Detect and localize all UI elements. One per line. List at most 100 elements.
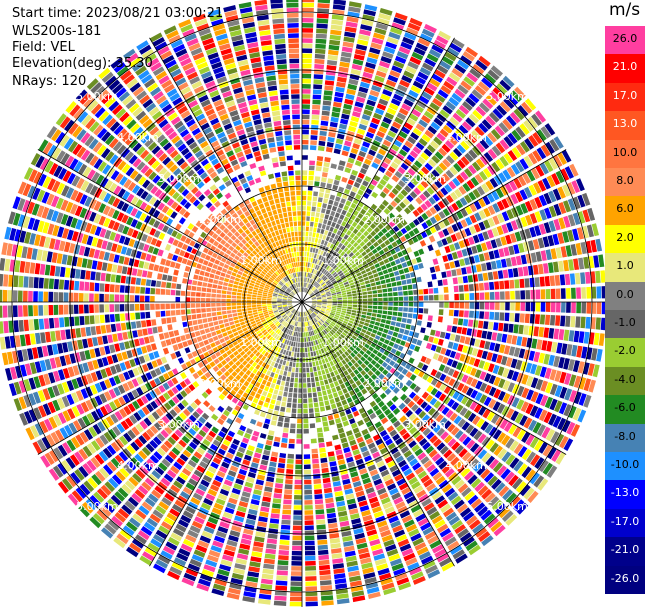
velocity-gate <box>436 240 444 248</box>
velocity-gate <box>408 528 420 537</box>
velocity-gate <box>531 113 542 126</box>
velocity-gate <box>316 284 321 289</box>
velocity-gate <box>370 255 376 261</box>
velocity-gate <box>468 113 480 124</box>
velocity-gate <box>107 498 119 510</box>
velocity-gate <box>283 327 287 333</box>
velocity-gate <box>144 477 155 488</box>
velocity-gate <box>313 351 317 356</box>
velocity-gate <box>341 176 348 183</box>
velocity-gate <box>346 560 358 567</box>
velocity-gate <box>321 283 326 287</box>
velocity-gate <box>273 339 278 345</box>
velocity-gate <box>495 503 507 515</box>
velocity-gate <box>296 316 299 322</box>
velocity-gate <box>212 540 224 548</box>
velocity-gate <box>293 500 302 505</box>
velocity-gate <box>338 186 345 193</box>
velocity-gate <box>352 480 362 488</box>
velocity-gate <box>306 272 308 278</box>
velocity-gate <box>227 374 234 381</box>
velocity-gate <box>288 340 292 346</box>
velocity-gate <box>434 548 447 558</box>
velocity-gate <box>170 532 182 542</box>
velocity-gate <box>390 447 399 455</box>
velocity-gate <box>357 547 369 555</box>
velocity-gate <box>288 392 293 398</box>
velocity-gate <box>362 244 368 251</box>
velocity-gate <box>477 485 489 496</box>
velocity-gate <box>314 311 318 315</box>
velocity-gate <box>149 513 161 524</box>
velocity-gate <box>284 484 293 490</box>
velocity-gate <box>414 160 423 169</box>
velocity-gate <box>135 469 146 480</box>
velocity-gate <box>298 378 302 383</box>
velocity-gate <box>502 393 511 404</box>
velocity-gate <box>310 325 313 331</box>
velocity-gate <box>433 400 442 409</box>
velocity-gate <box>378 465 388 473</box>
velocity-gate <box>387 292 393 297</box>
velocity-gate <box>334 314 340 318</box>
velocity-gate <box>262 423 270 430</box>
velocity-gate <box>334 266 339 271</box>
velocity-gate <box>578 377 587 390</box>
velocity-gate <box>536 339 543 350</box>
velocity-gate <box>304 464 311 470</box>
velocity-gate <box>287 453 294 459</box>
velocity-gate <box>586 286 592 299</box>
velocity-gate <box>476 349 484 358</box>
velocity-gate <box>304 489 313 495</box>
velocity-gate <box>382 269 389 275</box>
velocity-gate <box>230 324 236 330</box>
velocity-gate <box>335 223 340 230</box>
velocity-gate <box>340 437 348 444</box>
velocity-gate <box>308 336 311 342</box>
velocity-gate <box>403 122 414 131</box>
velocity-gate <box>305 277 307 283</box>
velocity-gate <box>368 94 378 102</box>
velocity-gate <box>167 422 177 431</box>
velocity-gate <box>310 314 314 319</box>
velocity-gate <box>188 414 197 423</box>
velocity-gate <box>378 297 383 302</box>
velocity-gate <box>422 414 430 423</box>
velocity-gate <box>325 236 330 242</box>
velocity-gate <box>456 268 462 276</box>
velocity-gate <box>308 257 311 263</box>
velocity-gate <box>343 545 355 552</box>
velocity-gate <box>295 459 302 465</box>
velocity-gate <box>569 163 579 177</box>
velocity-gate <box>175 523 187 533</box>
velocity-gate <box>420 456 430 465</box>
velocity-gate <box>310 257 314 263</box>
velocity-gate <box>318 320 322 325</box>
velocity-gate <box>451 441 461 451</box>
velocity-gate <box>302 216 306 221</box>
velocity-gate <box>374 321 380 326</box>
velocity-gate <box>317 339 321 344</box>
velocity-gate <box>393 370 401 378</box>
velocity-gate <box>141 501 153 512</box>
velocity-gate <box>305 288 308 293</box>
velocity-gate <box>227 430 236 438</box>
velocity-gate <box>397 84 408 93</box>
velocity-gate <box>356 231 362 238</box>
velocity-gate <box>347 302 353 304</box>
velocity-gate <box>337 279 342 284</box>
velocity-gate <box>79 316 85 326</box>
velocity-gate <box>348 6 361 13</box>
velocity-gate <box>368 346 374 352</box>
velocity-gate <box>349 575 362 582</box>
velocity-gate <box>383 302 388 306</box>
velocity-gate <box>256 474 265 481</box>
velocity-gate <box>332 184 339 191</box>
velocity-gate <box>511 147 522 159</box>
velocity-gate <box>302 2 315 8</box>
velocity-gate <box>176 552 189 562</box>
velocity-gate <box>408 413 417 422</box>
velocity-gate <box>535 302 541 312</box>
velocity-gate <box>367 291 373 295</box>
velocity-gate <box>413 289 419 295</box>
